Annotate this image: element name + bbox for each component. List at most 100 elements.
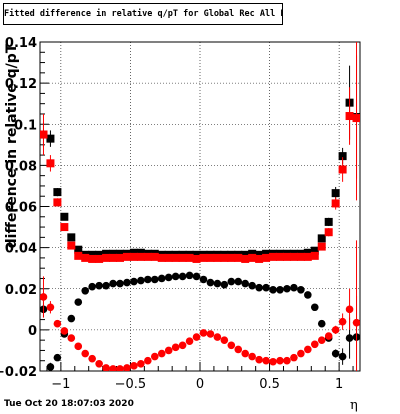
data-point-circle	[88, 354, 96, 363]
data-point-square	[310, 246, 319, 255]
data-point-square	[95, 250, 104, 259]
data-point-circle	[185, 271, 194, 280]
data-point-circle	[40, 293, 48, 301]
data-point-circle	[192, 272, 201, 281]
data-point-circle	[255, 283, 263, 292]
data-point-square	[81, 253, 90, 262]
data-point-square	[46, 159, 55, 168]
data-point-circle	[317, 319, 326, 328]
data-point-circle	[290, 353, 298, 362]
data-point-square	[129, 252, 138, 261]
x-tick-label: 0	[196, 377, 204, 392]
data-point-square	[185, 253, 194, 262]
data-point-circle	[269, 357, 277, 366]
data-point-circle	[310, 303, 319, 312]
x-tick-label: −1	[51, 377, 70, 392]
data-point-circle	[164, 346, 173, 355]
data-point-circle	[109, 365, 117, 371]
data-point-circle	[53, 319, 62, 328]
data-point-circle	[206, 330, 215, 338]
x-axis-label: η	[350, 398, 358, 413]
data-point-square	[164, 253, 173, 262]
data-point-square	[192, 254, 201, 263]
data-point-circle	[234, 277, 243, 286]
data-point-circle	[81, 349, 90, 358]
data-point-square	[276, 252, 284, 261]
data-point-circle	[130, 277, 138, 286]
data-point-square	[88, 254, 97, 263]
x-tick-label: 1	[335, 377, 343, 392]
data-point-square	[129, 248, 138, 257]
data-point-circle	[297, 349, 305, 358]
data-point-circle	[95, 281, 103, 290]
data-markers	[40, 42, 360, 371]
data-point-square	[303, 248, 312, 257]
data-point-square	[241, 254, 250, 263]
data-point-square	[345, 112, 354, 121]
data-point-circle	[324, 332, 333, 340]
axis-ticks	[40, 41, 354, 372]
data-point-square	[206, 253, 215, 262]
data-point-square	[234, 253, 243, 262]
data-point-square	[53, 188, 62, 197]
data-point-circle	[213, 279, 222, 288]
y-axis-label: difference in relative q/pT	[4, 43, 20, 249]
data-point-circle	[144, 275, 152, 284]
data-point-square	[102, 253, 111, 262]
data-point-square	[324, 228, 333, 237]
data-point-square	[60, 212, 69, 221]
data-point-circle	[102, 281, 110, 290]
data-point-square	[67, 233, 76, 242]
y-tick-label: 0.1	[14, 118, 37, 133]
data-point-square	[213, 253, 222, 262]
data-point-circle	[95, 360, 103, 368]
data-point-circle	[46, 303, 55, 312]
data-point-square	[178, 253, 187, 262]
data-point-square	[269, 252, 278, 261]
data-point-square	[227, 253, 236, 262]
data-point-circle	[53, 353, 62, 362]
grid-lines	[40, 42, 360, 371]
data-point-circle	[157, 274, 166, 283]
data-point-square	[46, 134, 55, 143]
data-point-circle	[137, 276, 145, 285]
data-point-circle	[262, 283, 270, 292]
data-point-circle	[345, 305, 354, 314]
data-point-square	[116, 249, 124, 258]
data-point-square	[262, 253, 271, 262]
data-point-square	[143, 252, 152, 261]
data-point-circle	[178, 272, 187, 281]
data-point-circle	[345, 334, 354, 342]
data-point-circle	[192, 333, 201, 341]
data-point-circle	[283, 284, 291, 293]
data-point-square	[95, 254, 104, 263]
data-point-square	[220, 253, 229, 262]
data-point-circle	[283, 356, 291, 365]
timestamp: Tue Oct 20 18:07:03 2020	[4, 399, 134, 409]
x-tick-label: 0.5	[259, 377, 280, 392]
data-point-circle	[102, 364, 110, 371]
y-tick-label: 0.08	[5, 159, 37, 174]
data-point-circle	[290, 283, 298, 292]
data-point-square	[74, 245, 83, 254]
data-point-circle	[74, 298, 83, 306]
data-point-circle	[220, 336, 229, 344]
data-point-circle	[81, 287, 90, 295]
data-point-square	[150, 252, 159, 261]
data-point-square	[262, 249, 271, 258]
data-point-circle	[137, 360, 145, 368]
data-point-square	[109, 249, 118, 258]
data-point-square	[40, 130, 48, 139]
data-point-circle	[171, 343, 180, 352]
data-point-square	[136, 252, 145, 261]
data-point-square	[136, 248, 145, 257]
data-point-circle	[46, 363, 55, 371]
y-tick-label: 0	[28, 324, 37, 339]
data-point-square	[53, 198, 62, 207]
data-point-square	[331, 189, 340, 198]
data-point-circle	[199, 275, 208, 284]
data-point-square	[241, 250, 250, 259]
data-point-square	[352, 114, 360, 123]
data-point-circle	[317, 336, 326, 344]
data-point-square	[331, 199, 340, 208]
